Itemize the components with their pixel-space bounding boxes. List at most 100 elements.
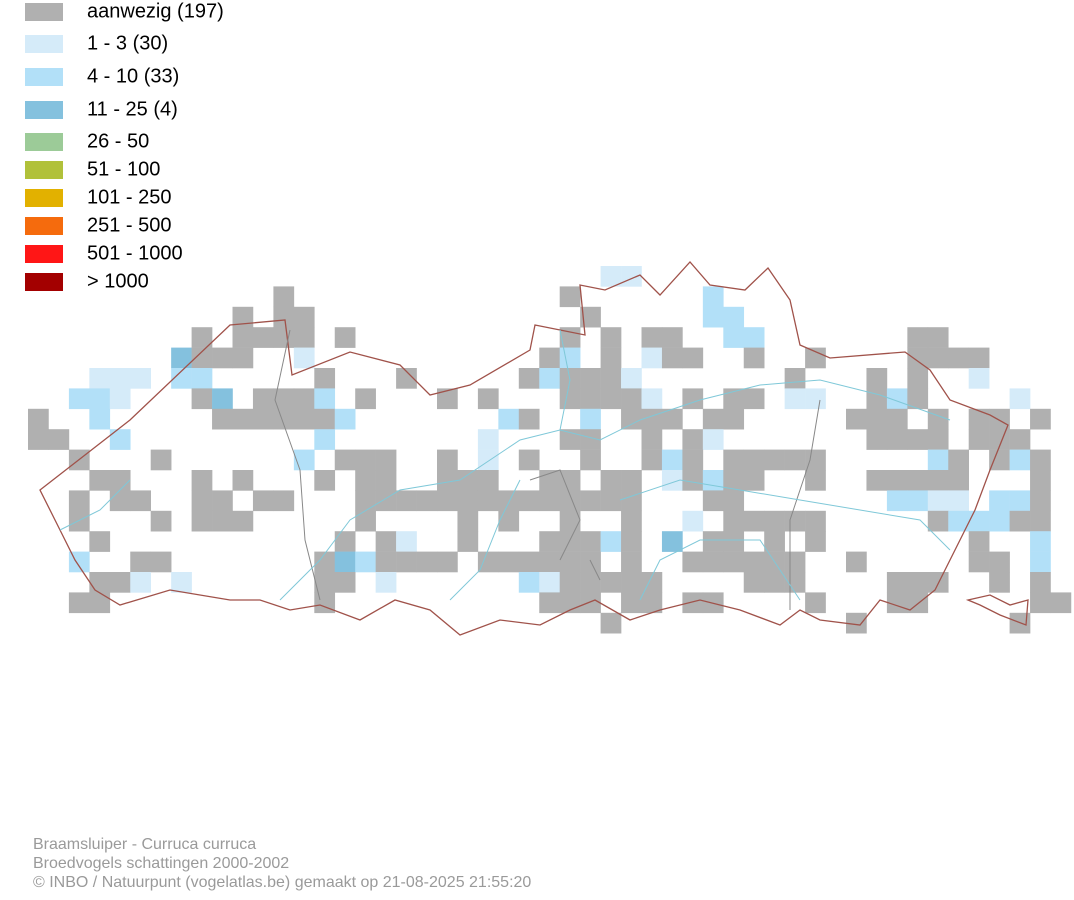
grid-cell (743, 449, 765, 471)
grid-cell (498, 408, 520, 430)
grid-cell (437, 388, 458, 410)
grid-cell (437, 470, 458, 491)
grid-cell (1009, 429, 1031, 450)
grid-cell (89, 388, 111, 410)
grid-cell (477, 470, 499, 491)
grid-cell (375, 449, 397, 471)
grid-cell (1030, 510, 1051, 532)
river (59, 329, 951, 601)
grid-cell (641, 592, 663, 614)
grid-cell (968, 551, 990, 573)
grid-cell (457, 490, 479, 512)
grid-cell (191, 368, 213, 389)
grid-cell (886, 408, 908, 430)
grid-cell (948, 510, 969, 532)
grid-cell (580, 388, 601, 410)
grid-cell (293, 306, 315, 328)
grid-cell (171, 368, 192, 389)
grid-cell (866, 429, 888, 450)
grid-cell (109, 368, 131, 389)
legend-swatch (25, 217, 63, 235)
grid-cell (661, 347, 683, 369)
grid-cell (1009, 388, 1031, 410)
grid-cell (232, 510, 254, 532)
grid-cell (968, 429, 990, 450)
grid-cell (682, 592, 704, 614)
grid-cell (559, 388, 581, 410)
grid-cell (580, 368, 601, 389)
grid-cell (907, 572, 929, 593)
grid-cell (907, 327, 929, 348)
grid-cell (498, 510, 520, 532)
grid-cell (355, 490, 376, 512)
grid-cell (989, 551, 1010, 573)
grid-cell (498, 490, 520, 512)
grid-cell (846, 551, 867, 573)
grid-cell (539, 368, 560, 389)
grid-cell (68, 388, 90, 410)
legend-label: 51 - 100 (87, 158, 160, 180)
grid-cell (764, 572, 785, 593)
grid-cell (355, 510, 376, 532)
grid-cell (457, 510, 479, 532)
grid-cell (907, 388, 929, 410)
grid-cell (89, 572, 111, 593)
grid-cell (559, 429, 581, 450)
grid-cell (273, 388, 295, 410)
grid-cell (702, 551, 724, 573)
grid-cell (784, 551, 806, 573)
grid-cell (661, 408, 683, 430)
grid-cell (948, 470, 969, 491)
grid-cell (559, 327, 581, 348)
grid-cell (252, 408, 274, 430)
grid-cell (375, 470, 397, 491)
grid-cell (907, 470, 929, 491)
grid-cell (539, 531, 560, 552)
grid-cell (702, 531, 724, 552)
grid-cell (334, 572, 356, 593)
grid-cell (866, 408, 888, 430)
legend-swatch (25, 245, 63, 263)
grid-cell (580, 429, 601, 450)
grid-cell (580, 592, 601, 614)
grid-cell (109, 388, 131, 410)
grid-cell (355, 551, 376, 573)
grid-cell (293, 408, 315, 430)
grid-cell (293, 327, 315, 348)
grid-cell (89, 368, 111, 389)
grid-cell (702, 470, 724, 491)
legend-swatch (25, 189, 63, 207)
region-border (965, 594, 1029, 626)
grid-cell (641, 388, 663, 410)
grid-cell (927, 347, 949, 369)
legend-label: 11 - 25 (4) (87, 98, 178, 120)
grid-cell (723, 306, 745, 328)
grid-cell (150, 551, 172, 573)
grid-cell (580, 449, 601, 471)
grid-cell (416, 551, 438, 573)
grid-cell (477, 449, 499, 471)
grid-cell (702, 286, 724, 308)
grid-cell (518, 551, 540, 573)
grid-cell (1030, 531, 1051, 552)
grid-cell (621, 266, 642, 287)
grid-cell (600, 388, 622, 410)
grid-cell (191, 347, 213, 369)
grid-cell (968, 408, 990, 430)
grid-cell (375, 551, 397, 573)
grid-cell (559, 551, 581, 573)
grid-cell (907, 429, 929, 450)
grid-cell (1030, 551, 1051, 573)
grid-cell (334, 449, 356, 471)
legend-label: 1 - 3 (30) (87, 32, 168, 54)
grid-cell (252, 388, 274, 410)
grid-cell (886, 429, 908, 450)
grid-cell (743, 470, 765, 491)
grid-cell (661, 531, 683, 552)
grid-cell (621, 490, 642, 512)
grid-cell (621, 592, 642, 614)
grid-cell (1009, 449, 1031, 471)
grid-cell (1030, 592, 1051, 614)
grid-cell (355, 470, 376, 491)
grid-cell (580, 531, 601, 552)
